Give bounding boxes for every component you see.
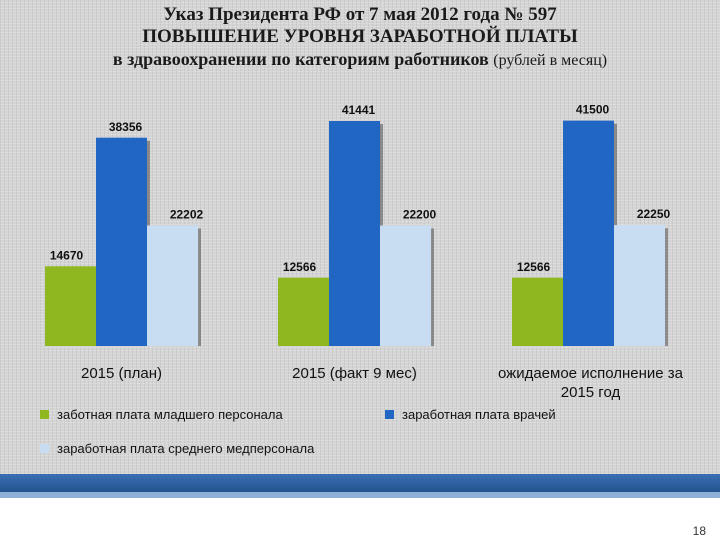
legend-swatch-doctors — [385, 410, 394, 419]
category-label-0: 2015 (план) — [81, 365, 162, 382]
data-label-junior-2: 12566 — [517, 260, 551, 274]
title-line-3-text: в здравоохранении по категориям работник… — [112, 49, 489, 69]
title-line-1: Указ Президента РФ от 7 мая 2012 года № … — [163, 4, 557, 25]
category-label-2-line-0: ожидаемое исполнение за — [498, 365, 684, 382]
data-label-nurses-0: 22202 — [170, 207, 204, 221]
data-label-doctors-0: 38356 — [109, 120, 143, 134]
bar-shadow-nurses-1 — [431, 228, 434, 346]
data-label-doctors-2: 41500 — [576, 103, 610, 117]
legend-item-nurses: заработная плата среднего медперсонала — [40, 441, 314, 456]
title-line-2: ПОВЫШЕНИЕ УРОВНЯ ЗАРАБОТНОЙ ПЛАТЫ — [142, 26, 578, 47]
page-number: 18 — [692, 524, 706, 538]
legend-swatch-junior — [40, 410, 49, 419]
data-label-nurses-2: 22250 — [637, 207, 671, 221]
bar-shade-nurses-2 — [614, 225, 665, 346]
bar-shadow-nurses-2 — [665, 228, 668, 346]
bar-shade-doctors-2 — [563, 120, 614, 346]
bar-shadow-nurses-0 — [198, 228, 201, 346]
data-label-junior-1: 12566 — [283, 260, 317, 274]
legend-label-junior: заботная плата младшего персонала — [57, 407, 283, 422]
category-label-2-line-1: 2015 год — [561, 384, 621, 401]
footer-band — [0, 474, 720, 492]
category-label-1: 2015 (факт 9 мес) — [292, 365, 417, 382]
data-label-junior-0: 14670 — [50, 248, 84, 262]
legend-item-doctors: заработная плата врачей — [385, 407, 556, 422]
title-line-3: в здравоохранении по категориям работник… — [0, 48, 720, 72]
data-label-doctors-1: 41441 — [342, 103, 376, 117]
bar-shade-doctors-0 — [96, 137, 147, 346]
bar-shade-nurses-1 — [380, 225, 431, 346]
legend-item-junior: заботная плата младшего персонала — [40, 407, 283, 422]
data-label-nurses-1: 22200 — [403, 207, 437, 221]
legend-label-nurses: заработная плата среднего медперсонала — [57, 441, 315, 456]
bar-shade-junior-0 — [45, 266, 96, 346]
footer — [0, 498, 720, 540]
legend-label-doctors: заработная плата врачей — [402, 407, 556, 422]
title-unit: (рублей в месяц) — [493, 52, 608, 69]
bar-shade-junior-1 — [278, 277, 329, 346]
bar-shade-nurses-0 — [147, 225, 198, 346]
bar-chart: 14670 38356 22202 2015 (план) 12566 41441 2220… — [45, 103, 684, 401]
slide-title: Указ Президента РФ от 7 мая 2012 года № … — [0, 4, 720, 72]
bar-shade-doctors-1 — [329, 121, 380, 346]
bar-shade-junior-2 — [512, 277, 563, 346]
footer-stripe — [0, 492, 720, 498]
legend-swatch-nurses — [40, 444, 49, 453]
